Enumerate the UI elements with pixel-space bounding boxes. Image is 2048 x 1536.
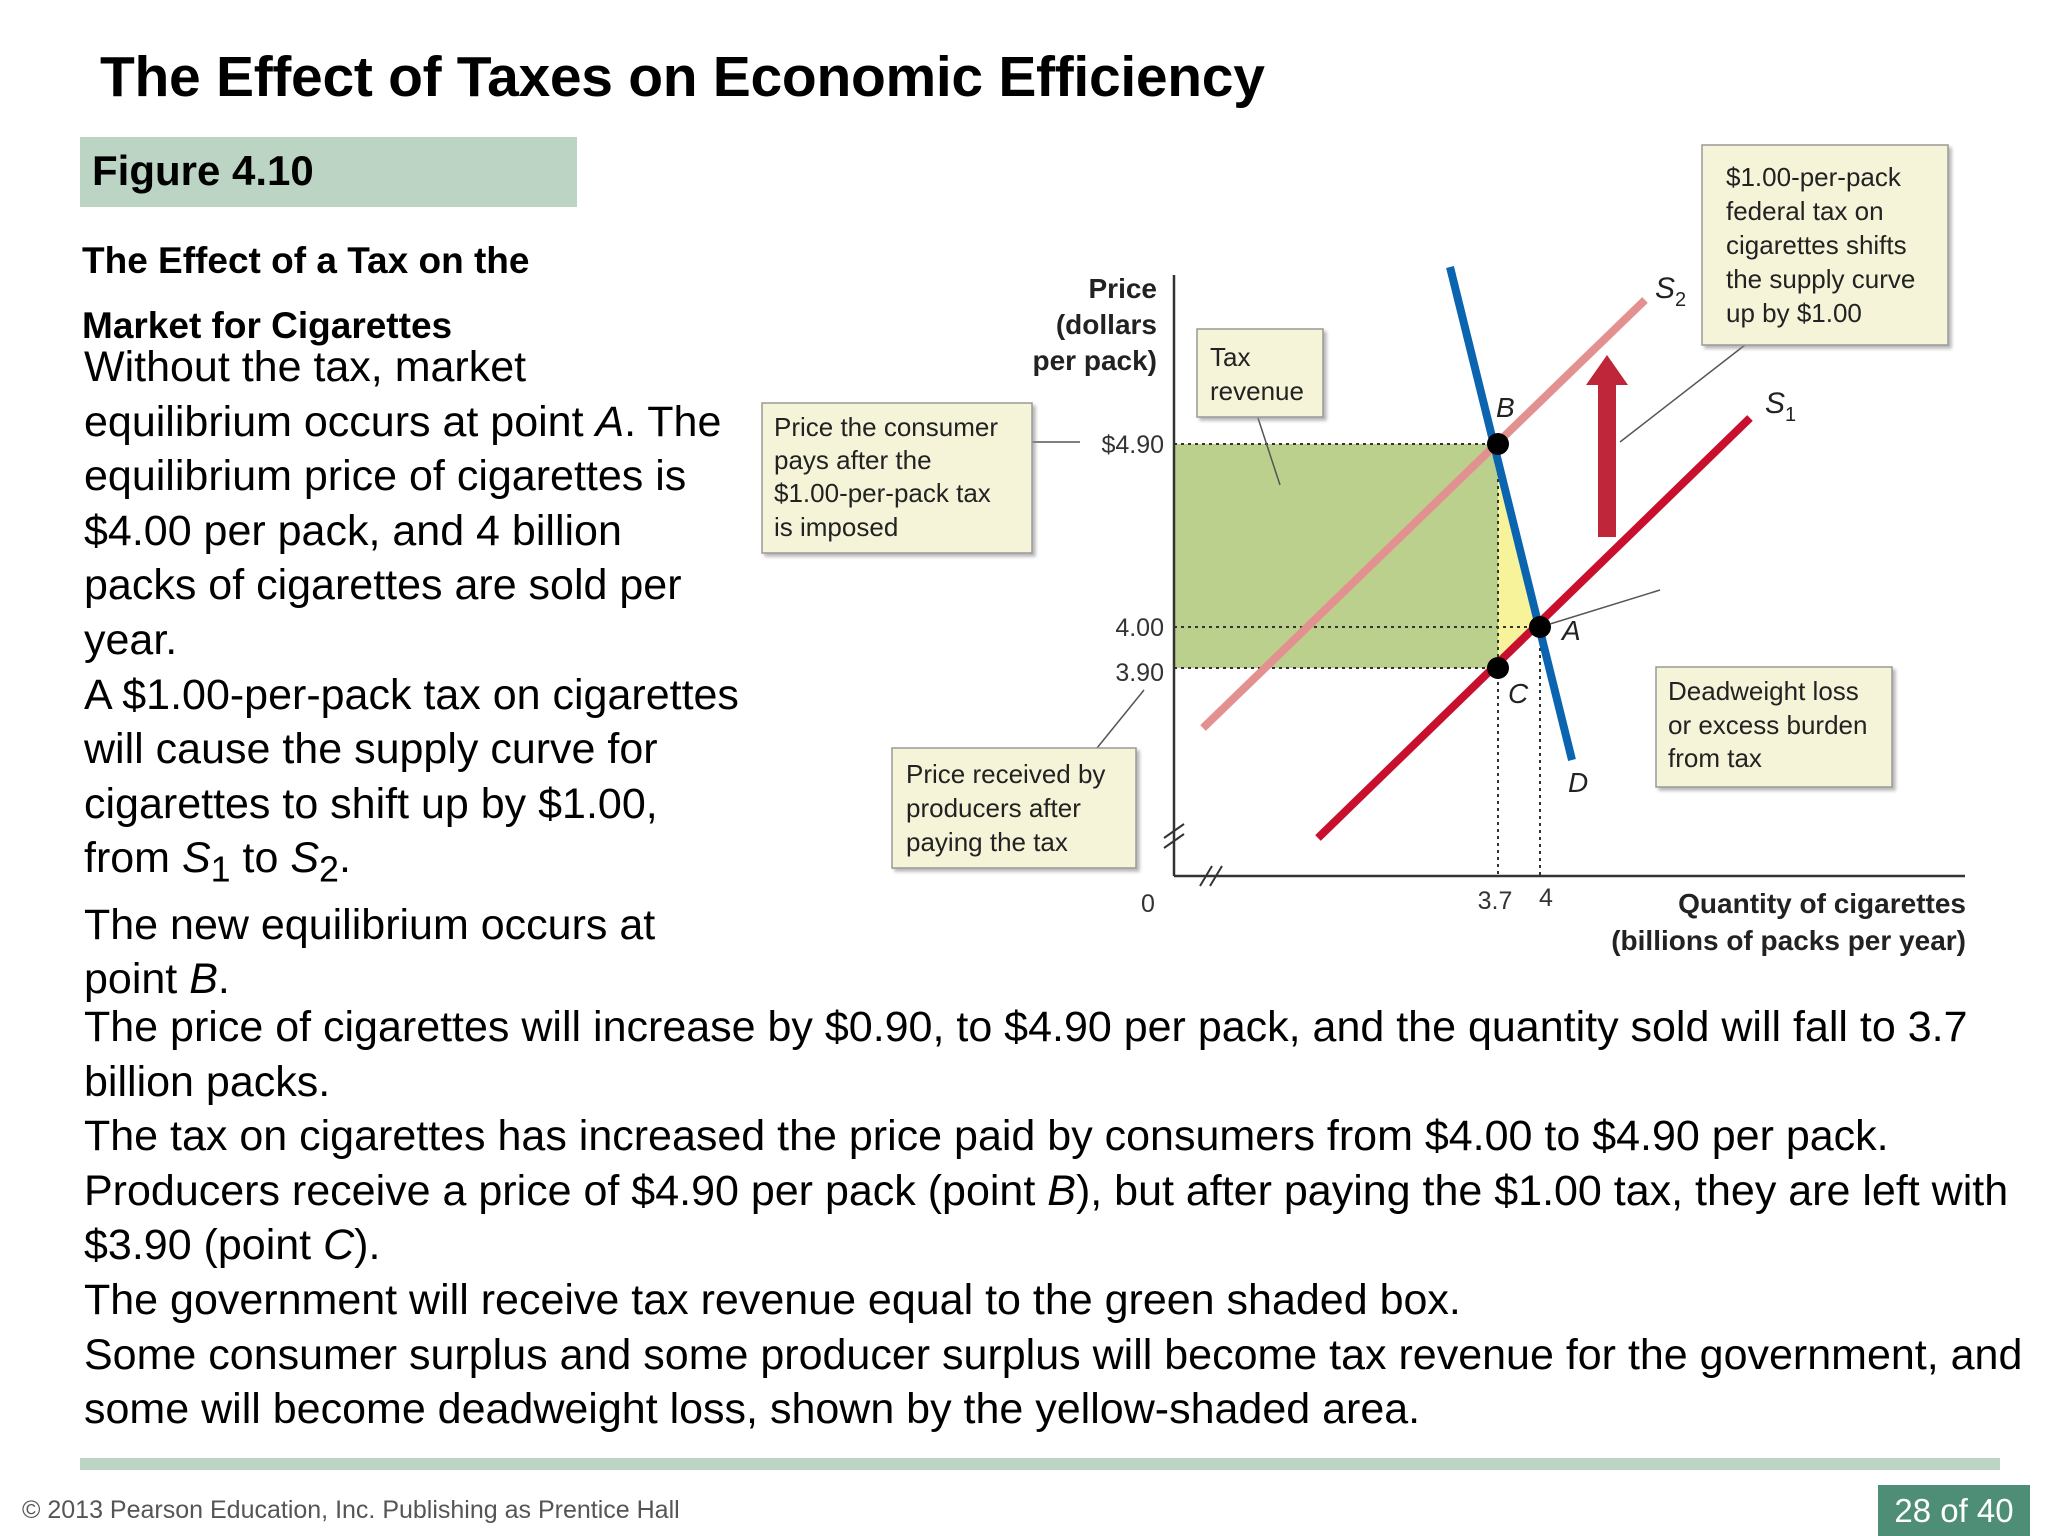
svg-text:Quantity of cigarettes: Quantity of cigarettes — [1678, 888, 1966, 919]
text-run: A $1.00-per-pack tax on cigarettes will … — [84, 670, 739, 883]
guide-lines — [1174, 443, 1541, 876]
point-a — [1529, 616, 1551, 638]
svg-text:the supply curve: the supply curve — [1726, 264, 1915, 294]
svg-text:is imposed: is imposed — [774, 512, 898, 542]
svg-text:Price the consumer: Price the consumer — [774, 412, 998, 442]
svg-text:up by $1.00: up by $1.00 — [1726, 298, 1862, 328]
callout-producer-price — [891, 747, 1137, 869]
svg-text:Deadweight loss: Deadweight loss — [1668, 676, 1859, 706]
demand-curve — [1446, 266, 1576, 761]
slide-number: 28 of 40 — [1878, 1485, 2030, 1536]
svg-text:4.00: 4.00 — [1115, 614, 1164, 642]
svg-text:(billions of packs per year): (billions of packs per year) — [1611, 925, 1966, 956]
text-run: . The equilibrium price of cigarettes is… — [84, 397, 722, 664]
svg-text:0: 0 — [1141, 890, 1155, 918]
text-run: ). — [354, 1221, 381, 1270]
slide-title: The Effect of Taxes on Economic Efficien… — [100, 45, 1265, 109]
text-run: 2 — [319, 849, 339, 890]
svg-text:pays after the: pays after the — [774, 445, 932, 475]
text-run: . — [217, 955, 230, 1004]
text-run: The tax on cigarettes has increased the … — [84, 1112, 1889, 1161]
footer-divider — [80, 1458, 2000, 1470]
supply-2-label: S2 — [1655, 272, 1686, 311]
figure-label-box: Figure 4.10 — [80, 137, 577, 207]
text-run: ), but after paying the $1.00 tax, they … — [84, 1166, 2009, 1270]
point-a-label: A — [1560, 615, 1581, 646]
supply-1-label: S1 — [1765, 387, 1796, 426]
x-axis-label: Quantity of cigarettes (billions of pack… — [1611, 888, 1966, 956]
callout-consumer-price — [761, 402, 1033, 554]
supply-curve-s2 — [1200, 297, 1648, 731]
svg-text:per pack): per pack) — [1033, 345, 1158, 376]
y-tick-labels: $4.90 4.00 3.90 — [1101, 431, 1164, 687]
explanation-text-bottom: The price of cigarettes will increase by… — [84, 1000, 2034, 1437]
callout-supply-shift — [1701, 144, 1949, 346]
svg-text:from tax: from tax — [1668, 743, 1762, 773]
text-run: Without the tax, market equilibrium occu… — [84, 343, 596, 446]
point-b — [1487, 433, 1509, 455]
text-run: . — [338, 834, 351, 883]
text-run: The price of cigarettes will increase by… — [84, 1003, 1968, 1106]
point-c-label: C — [1508, 678, 1529, 709]
shift-arrow-icon — [1586, 355, 1628, 537]
text-run: C — [323, 1221, 355, 1270]
text-run: S — [181, 834, 211, 883]
point-b-label: B — [1496, 392, 1515, 423]
text-run: A — [595, 397, 625, 446]
copyright-notice: © 2013 Pearson Education, Inc. Publishin… — [22, 1496, 680, 1524]
y-axis-label: Price (dollars per pack) — [1033, 273, 1158, 376]
demand-label: D — [1568, 767, 1588, 798]
svg-text:federal tax on: federal tax on — [1726, 196, 1884, 226]
text-run: B — [1047, 1166, 1076, 1215]
explanation-text-left: Without the tax, market equilibrium occu… — [84, 340, 744, 1007]
svg-text:$4.90: $4.90 — [1101, 431, 1164, 459]
text-run: The new equilibrium occurs at point — [84, 900, 656, 1004]
text-run: to — [230, 834, 291, 883]
svg-text:3.90: 3.90 — [1115, 659, 1164, 687]
text-run: B — [189, 955, 218, 1004]
svg-text:revenue: revenue — [1210, 376, 1304, 406]
svg-text:Price received by: Price received by — [906, 759, 1105, 789]
svg-text:paying the tax: paying the tax — [906, 827, 1068, 857]
callout-deadweight-loss — [1655, 666, 1893, 788]
text-run: Producers receive a price of $4.90 per p… — [84, 1166, 1048, 1215]
svg-text:$1.00-per-pack tax: $1.00-per-pack tax — [774, 478, 991, 508]
text-run: S — [290, 834, 320, 883]
svg-text:4: 4 — [1539, 884, 1553, 912]
tax-revenue-area — [1174, 444, 1498, 668]
figure-caption: The Effect of a Tax on the Market for Ci… — [82, 240, 530, 346]
axis-breaks — [1163, 823, 1223, 887]
svg-text:cigarettes shifts: cigarettes shifts — [1726, 230, 1907, 260]
x-tick-labels: 0 3.7 4 — [1141, 884, 1553, 918]
text-run: Some consumer surplus and some producer … — [84, 1330, 2023, 1434]
svg-text:3.7: 3.7 — [1478, 887, 1513, 915]
svg-text:producers after: producers after — [906, 793, 1081, 823]
svg-text:Price: Price — [1089, 273, 1158, 304]
svg-text:or excess burden: or excess burden — [1668, 710, 1867, 740]
leader-lines — [1032, 344, 1746, 749]
tax-supply-demand-diagram: B A C D S2 S1 Price (dollars per pack) $… — [761, 144, 1966, 956]
text-run: The government will receive tax revenue … — [84, 1275, 1461, 1324]
text-run: 1 — [210, 849, 231, 890]
svg-text:Tax: Tax — [1210, 342, 1250, 372]
svg-text:$1.00-per-pack: $1.00-per-pack — [1726, 162, 1902, 192]
point-c — [1487, 657, 1509, 679]
svg-text:(dollars: (dollars — [1056, 309, 1157, 340]
figure-label: Figure 4.10 — [92, 147, 314, 194]
callout-tax-revenue — [1196, 328, 1324, 418]
